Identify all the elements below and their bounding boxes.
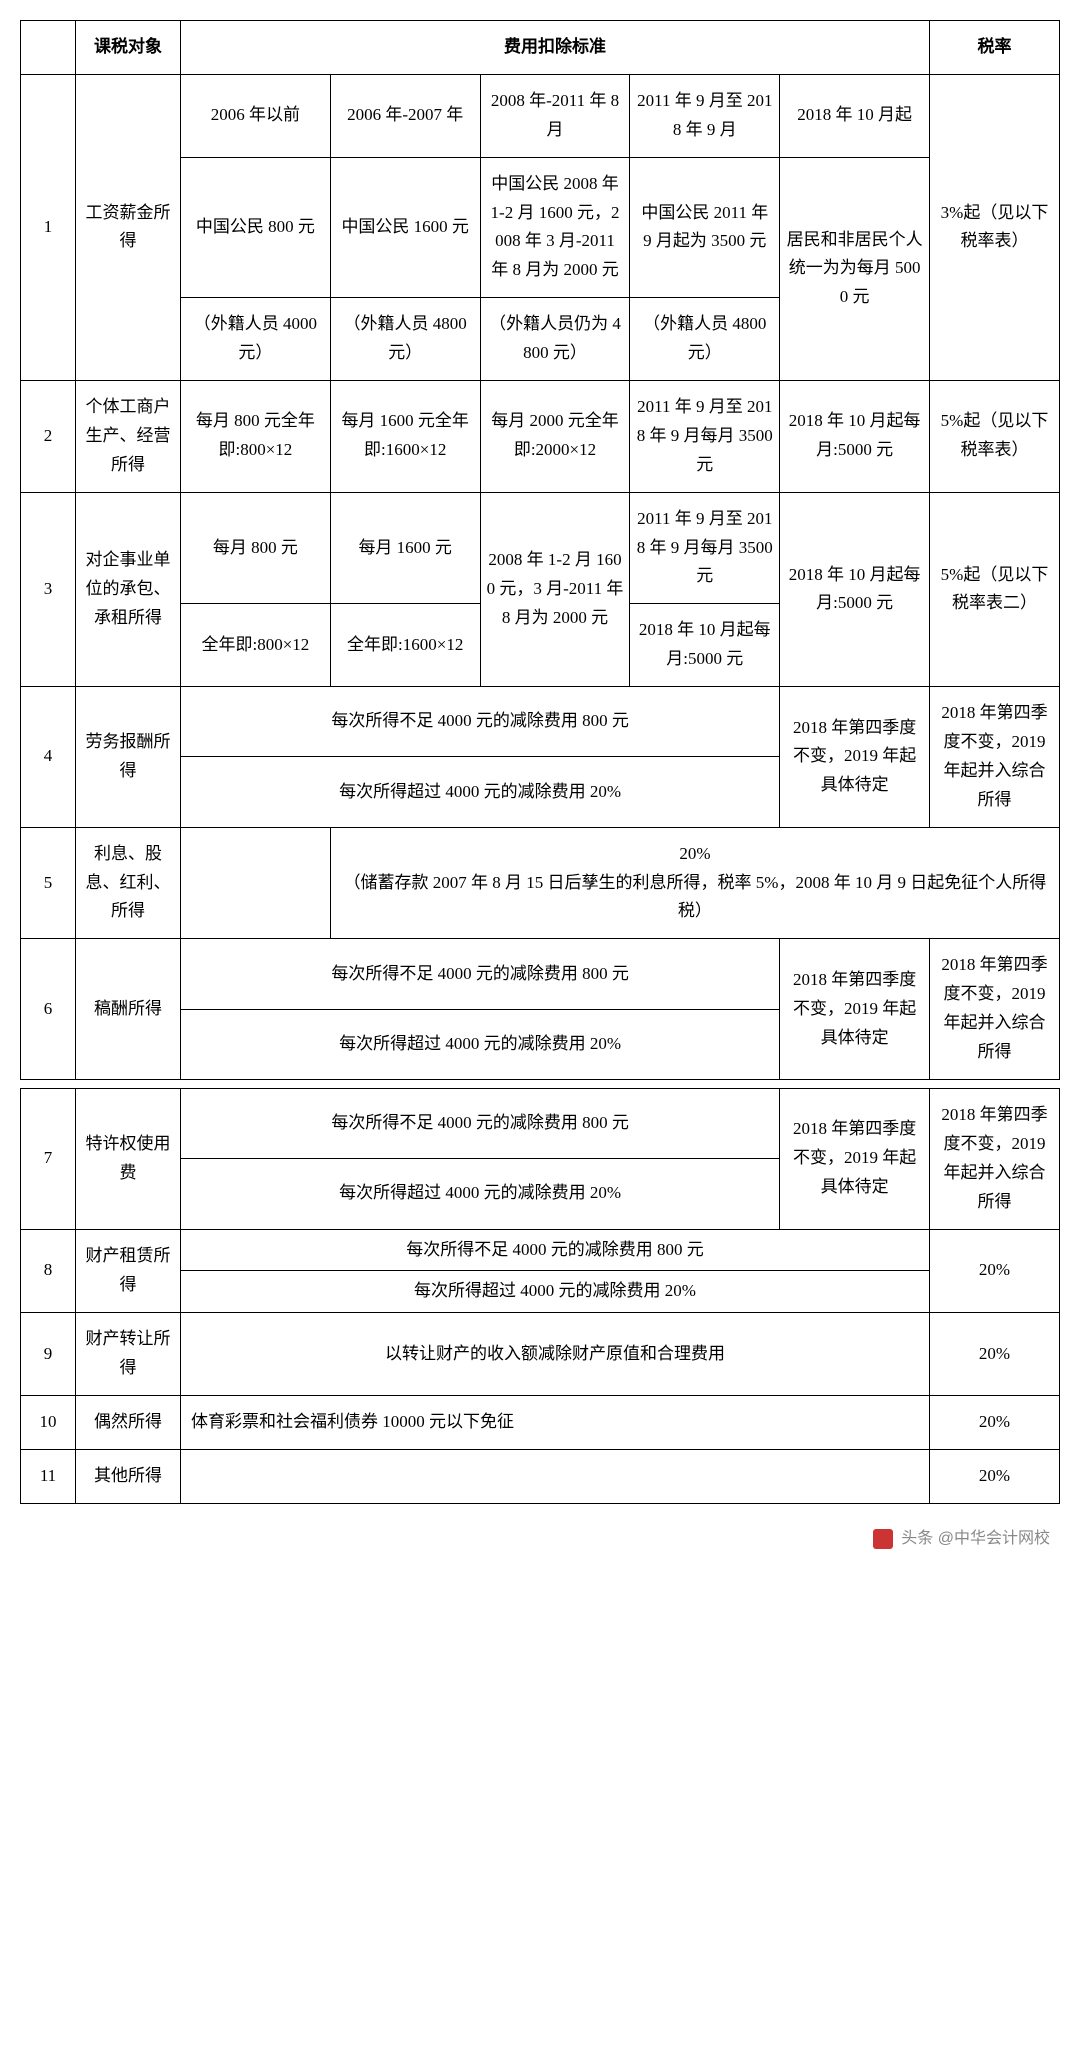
table-row: 6 稿酬所得 每次所得不足 4000 元的减除费用 800 元 2018 年第四… (21, 939, 1060, 1009)
cell: 2018 年第四季度不变，2019 年起具体待定 (780, 939, 930, 1080)
cell: 2011 年 9 月至 2018 年 9 月每月 3500 元 (630, 381, 780, 493)
table-row: 10 偶然所得 体育彩票和社会福利债券 10000 元以下免征 20% (21, 1396, 1060, 1450)
row-num: 6 (21, 939, 76, 1080)
cell: 2008 年 1-2 月 1600 元，3 月-2011 年 8 月为 2000… (480, 492, 630, 686)
cell: 中国公民 2011 年 9 月起为 3500 元 (630, 157, 780, 298)
cell: 每次所得不足 4000 元的减除费用 800 元 (181, 1088, 780, 1158)
cell: 2008 年-2011 年 8 月 (480, 74, 630, 157)
row-num: 2 (21, 381, 76, 493)
header-obj: 课税对象 (76, 21, 181, 75)
row-obj: 财产租赁所得 (76, 1229, 181, 1313)
row-obj: 利息、股息、红利、所得 (76, 827, 181, 939)
row-num: 7 (21, 1088, 76, 1229)
row-num: 1 (21, 74, 76, 380)
table-row: 2 个体工商户生产、经营所得 每月 800 元全年即:800×12 每月 160… (21, 381, 1060, 493)
row-obj: 对企事业单位的承包、承租所得 (76, 492, 181, 686)
cell: 中国公民 800 元 (181, 157, 331, 298)
cell: 2018 年 10 月起每月:5000 元 (780, 492, 930, 686)
header-row: 课税对象 费用扣除标准 税率 (21, 21, 1060, 75)
toutiao-icon (873, 1529, 893, 1549)
rate-cell: 5%起（见以下税率表二） (930, 492, 1060, 686)
table-row: 1 工资薪金所得 2006 年以前 2006 年-2007 年 2008 年-2… (21, 74, 1060, 157)
header-blank (21, 21, 76, 75)
cell (181, 1449, 930, 1503)
rate-cell: 2018 年第四季度不变，2019 年起并入综合所得 (930, 939, 1060, 1080)
cell: 2018 年 10 月起每月:5000 元 (630, 604, 780, 687)
rate-cell: 2018 年第四季度不变，2019 年起并入综合所得 (930, 687, 1060, 828)
footer: 头条 @中华会计网校 (20, 1504, 1060, 1554)
row-obj: 其他所得 (76, 1449, 181, 1503)
rate-cell: 20% (930, 1313, 1060, 1396)
cell: 2018 年 10 月起 (780, 74, 930, 157)
row-num: 9 (21, 1313, 76, 1396)
cell: 每次所得超过 4000 元的减除费用 20% (181, 1009, 780, 1079)
cell: 20% （储蓄存款 2007 年 8 月 15 日后孳生的利息所得，税率 5%，… (330, 827, 1059, 939)
cell: 2006 年-2007 年 (330, 74, 480, 157)
row-num: 10 (21, 1396, 76, 1450)
cell: （外籍人员 4800 元） (630, 298, 780, 381)
table-row: 4 劳务报酬所得 每次所得不足 4000 元的减除费用 800 元 2018 年… (21, 687, 1060, 757)
row-num: 8 (21, 1229, 76, 1313)
cell: （外籍人员仍为 4800 元） (480, 298, 630, 381)
header-std: 费用扣除标准 (181, 21, 930, 75)
rate-cell: 5%起（见以下税率表） (930, 381, 1060, 493)
cell: 以转让财产的收入额减除财产原值和合理费用 (181, 1313, 930, 1396)
cell: 全年即:800×12 (181, 604, 331, 687)
cell: 每次所得超过 4000 元的减除费用 20% (181, 757, 780, 827)
cell: （外籍人员 4000 元） (181, 298, 331, 381)
row-obj: 特许权使用费 (76, 1088, 181, 1229)
row-obj: 工资薪金所得 (76, 74, 181, 380)
row-num: 4 (21, 687, 76, 828)
table-row: 5 利息、股息、红利、所得 20% （储蓄存款 2007 年 8 月 15 日后… (21, 827, 1060, 939)
cell: 全年即:1600×12 (330, 604, 480, 687)
rate-cell: 3%起（见以下税率表） (930, 74, 1060, 380)
cell: 2018 年 10 月起每月:5000 元 (780, 381, 930, 493)
row-num: 11 (21, 1449, 76, 1503)
table-row: 11 其他所得 20% (21, 1449, 1060, 1503)
header-rate: 税率 (930, 21, 1060, 75)
row-obj: 劳务报酬所得 (76, 687, 181, 828)
table-row: 3 对企事业单位的承包、承租所得 每月 800 元 每月 1600 元 2008… (21, 492, 1060, 604)
cell: 每月 800 元 (181, 492, 331, 604)
table-row: 8 财产租赁所得 每次所得不足 4000 元的减除费用 800 元 20% (21, 1229, 1060, 1271)
row-obj: 偶然所得 (76, 1396, 181, 1450)
cell: 居民和非居民个人统一为为每月 5000 元 (780, 157, 930, 380)
rate-cell: 20% (930, 1229, 1060, 1313)
cell: 每月 1600 元全年即:1600×12 (330, 381, 480, 493)
cell: 2006 年以前 (181, 74, 331, 157)
cell: 体育彩票和社会福利债券 10000 元以下免征 (181, 1396, 930, 1450)
cell: 每次所得不足 4000 元的减除费用 800 元 (181, 687, 780, 757)
cell: 每月 2000 元全年即:2000×12 (480, 381, 630, 493)
cell: 每次所得不足 4000 元的减除费用 800 元 (181, 939, 780, 1009)
cell: （外籍人员 4800 元） (330, 298, 480, 381)
cell: 中国公民 2008 年 1-2 月 1600 元，2008 年 3 月-2011… (480, 157, 630, 298)
row-obj: 财产转让所得 (76, 1313, 181, 1396)
row-obj: 个体工商户生产、经营所得 (76, 381, 181, 493)
table-row: 9 财产转让所得 以转让财产的收入额减除财产原值和合理费用 20% (21, 1313, 1060, 1396)
table-row: 7 特许权使用费 每次所得不足 4000 元的减除费用 800 元 2018 年… (21, 1088, 1060, 1158)
cell: 2011 年 9 月至 2018 年 9 月 (630, 74, 780, 157)
row-obj: 稿酬所得 (76, 939, 181, 1080)
rate-cell: 20% (930, 1396, 1060, 1450)
cell: 2018 年第四季度不变，2019 年起具体待定 (780, 1088, 930, 1229)
cell: 每次所得不足 4000 元的减除费用 800 元 (181, 1229, 930, 1271)
rate-cell: 20% (930, 1449, 1060, 1503)
cell: 中国公民 1600 元 (330, 157, 480, 298)
rate-cell: 2018 年第四季度不变，2019 年起并入综合所得 (930, 1088, 1060, 1229)
row-num: 5 (21, 827, 76, 939)
cell: 每月 1600 元 (330, 492, 480, 604)
tax-table-2: 7 特许权使用费 每次所得不足 4000 元的减除费用 800 元 2018 年… (20, 1088, 1060, 1504)
cell (181, 827, 331, 939)
cell: 每月 800 元全年即:800×12 (181, 381, 331, 493)
cell: 2018 年第四季度不变，2019 年起具体待定 (780, 687, 930, 828)
tax-table-1: 课税对象 费用扣除标准 税率 1 工资薪金所得 2006 年以前 2006 年-… (20, 20, 1060, 1080)
cell: 每次所得超过 4000 元的减除费用 20% (181, 1159, 780, 1229)
footer-text: 头条 @中华会计网校 (901, 1530, 1050, 1547)
row-num: 3 (21, 492, 76, 686)
cell: 2011 年 9 月至 2018 年 9 月每月 3500 元 (630, 492, 780, 604)
cell: 每次所得超过 4000 元的减除费用 20% (181, 1271, 930, 1313)
